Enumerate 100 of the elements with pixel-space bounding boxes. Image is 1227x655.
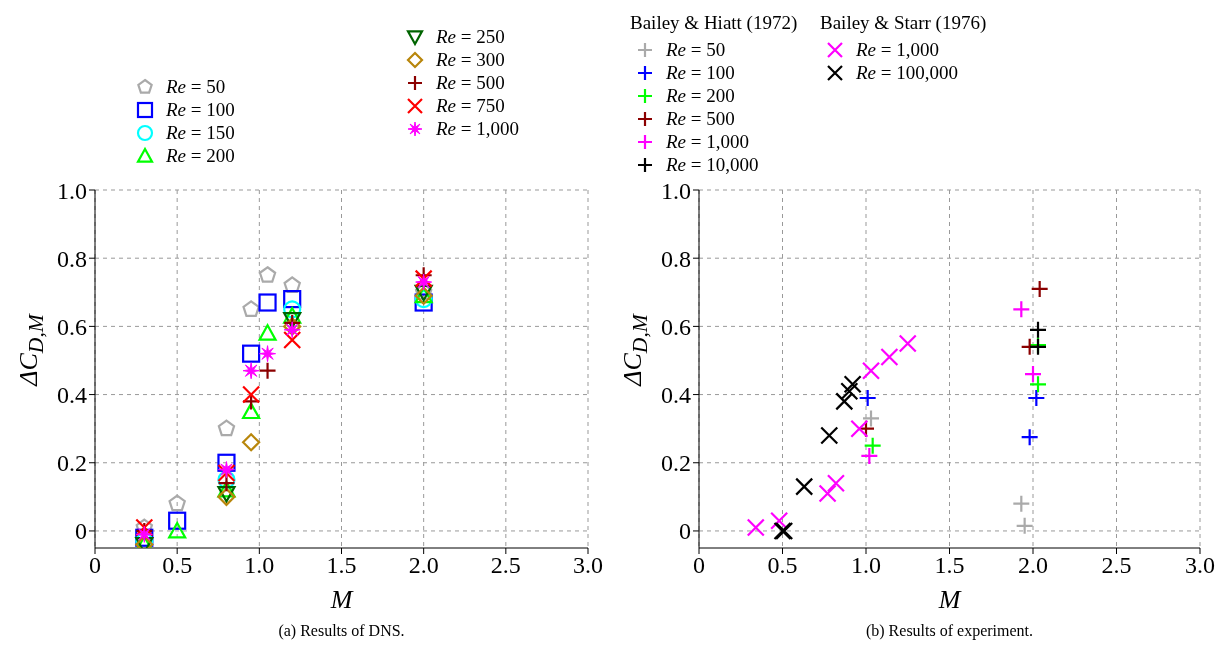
legend-label: Re = 50 bbox=[666, 38, 726, 60]
text: (a) Results of DNS. bbox=[277, 622, 406, 640]
x-tick-label: 2.5 bbox=[1101, 552, 1132, 579]
point bbox=[259, 345, 277, 363]
point bbox=[242, 433, 261, 452]
point bbox=[826, 474, 846, 493]
point bbox=[258, 266, 277, 283]
y-tick-label: 1.0 bbox=[57, 177, 87, 204]
legend-label: Re = 300 bbox=[436, 48, 505, 70]
point bbox=[242, 344, 261, 363]
point bbox=[168, 511, 187, 530]
point bbox=[283, 290, 302, 309]
point bbox=[242, 300, 260, 317]
point bbox=[1028, 320, 1048, 339]
point bbox=[1028, 375, 1048, 394]
point bbox=[818, 484, 837, 503]
legend-label: Re = 100,000 bbox=[856, 61, 959, 83]
legend-label: Re = 750 bbox=[436, 94, 505, 116]
x-tick-label: 0.5 bbox=[162, 552, 193, 579]
x-axis-title: M bbox=[937, 585, 962, 614]
x-tick-label: 0.5 bbox=[767, 552, 798, 579]
y-tick-label: 0.6 bbox=[661, 313, 691, 340]
point bbox=[168, 521, 187, 539]
text: Bailey & Hiatt (1972) bbox=[630, 12, 798, 35]
x-tick-label: 1.5 bbox=[326, 552, 357, 579]
point bbox=[898, 334, 917, 353]
x-tick-label: 1.0 bbox=[851, 552, 881, 579]
y-tick-label: 0 bbox=[679, 518, 691, 545]
legend-label: Re = 100 bbox=[166, 98, 235, 120]
legend-label: Re = 150 bbox=[166, 121, 235, 143]
point bbox=[283, 312, 302, 329]
point bbox=[880, 347, 899, 367]
point bbox=[835, 392, 854, 411]
x-tick-label: 2.0 bbox=[408, 552, 439, 579]
point bbox=[283, 330, 302, 350]
point bbox=[283, 321, 301, 339]
legend-label: Re = 500 bbox=[436, 71, 505, 93]
point bbox=[217, 463, 236, 483]
legend-label: Re = 200 bbox=[166, 144, 235, 166]
legend-label: Re = 10,000 bbox=[666, 153, 759, 175]
point bbox=[217, 470, 236, 489]
y-tick-label: 0 bbox=[75, 518, 87, 545]
x-tick-label: 1.0 bbox=[244, 552, 275, 579]
x-tick-label: 3.0 bbox=[1185, 552, 1215, 579]
point bbox=[242, 402, 261, 420]
text: (b) Results of experiment. bbox=[864, 622, 1035, 640]
point bbox=[217, 461, 235, 479]
point bbox=[217, 453, 236, 472]
point bbox=[168, 494, 186, 512]
legend-label: Re = 500 bbox=[666, 107, 735, 129]
y-tick-label: 0.4 bbox=[661, 382, 691, 409]
point bbox=[283, 307, 302, 324]
point bbox=[820, 426, 839, 445]
text: Bailey & Starr (1976) bbox=[820, 12, 987, 35]
point bbox=[1012, 494, 1031, 513]
point bbox=[1012, 300, 1031, 319]
point bbox=[1023, 365, 1043, 384]
x-axis-title: M bbox=[329, 585, 354, 614]
point bbox=[861, 361, 881, 380]
point bbox=[242, 385, 261, 404]
point bbox=[217, 419, 236, 437]
y-tick-label: 0.6 bbox=[57, 313, 87, 340]
point bbox=[860, 446, 879, 466]
legend-label: Re = 50 bbox=[166, 75, 226, 97]
x-tick-label: 1.5 bbox=[934, 552, 965, 579]
point bbox=[283, 276, 301, 294]
point bbox=[258, 361, 277, 380]
point bbox=[850, 419, 869, 438]
point bbox=[217, 474, 236, 493]
point bbox=[242, 362, 260, 380]
point bbox=[283, 300, 302, 319]
x-tick-label: 3.0 bbox=[573, 552, 603, 579]
y-tick-label: 0.2 bbox=[661, 450, 691, 477]
point bbox=[1030, 279, 1049, 298]
y-tick-label: 0.8 bbox=[661, 245, 691, 272]
point bbox=[770, 511, 789, 530]
y-tick-label: 1.0 bbox=[661, 177, 691, 204]
y-tick-label: 0.2 bbox=[57, 450, 87, 477]
point bbox=[135, 525, 153, 543]
y-tick-label: 0.4 bbox=[57, 382, 87, 409]
point bbox=[258, 293, 277, 312]
legend-label: Re = 100 bbox=[666, 61, 735, 83]
point bbox=[1015, 516, 1034, 535]
y-tick-label: 0.8 bbox=[57, 245, 87, 272]
legend-label: Re = 200 bbox=[666, 84, 735, 106]
point bbox=[415, 273, 433, 291]
x-tick-label: 2.5 bbox=[490, 552, 521, 579]
point bbox=[283, 317, 302, 336]
legend-label: Re = 250 bbox=[436, 25, 505, 47]
point bbox=[863, 436, 882, 455]
point bbox=[843, 375, 862, 394]
point bbox=[840, 382, 859, 401]
legend-label: Re = 1,000 bbox=[436, 117, 520, 139]
point bbox=[258, 324, 277, 341]
point bbox=[861, 409, 881, 428]
legend-label: Re = 1,000 bbox=[666, 130, 750, 152]
point bbox=[795, 477, 814, 496]
point bbox=[746, 518, 765, 537]
x-tick-label: 2.0 bbox=[1018, 552, 1048, 579]
legend-label: Re = 1,000 bbox=[856, 38, 940, 60]
